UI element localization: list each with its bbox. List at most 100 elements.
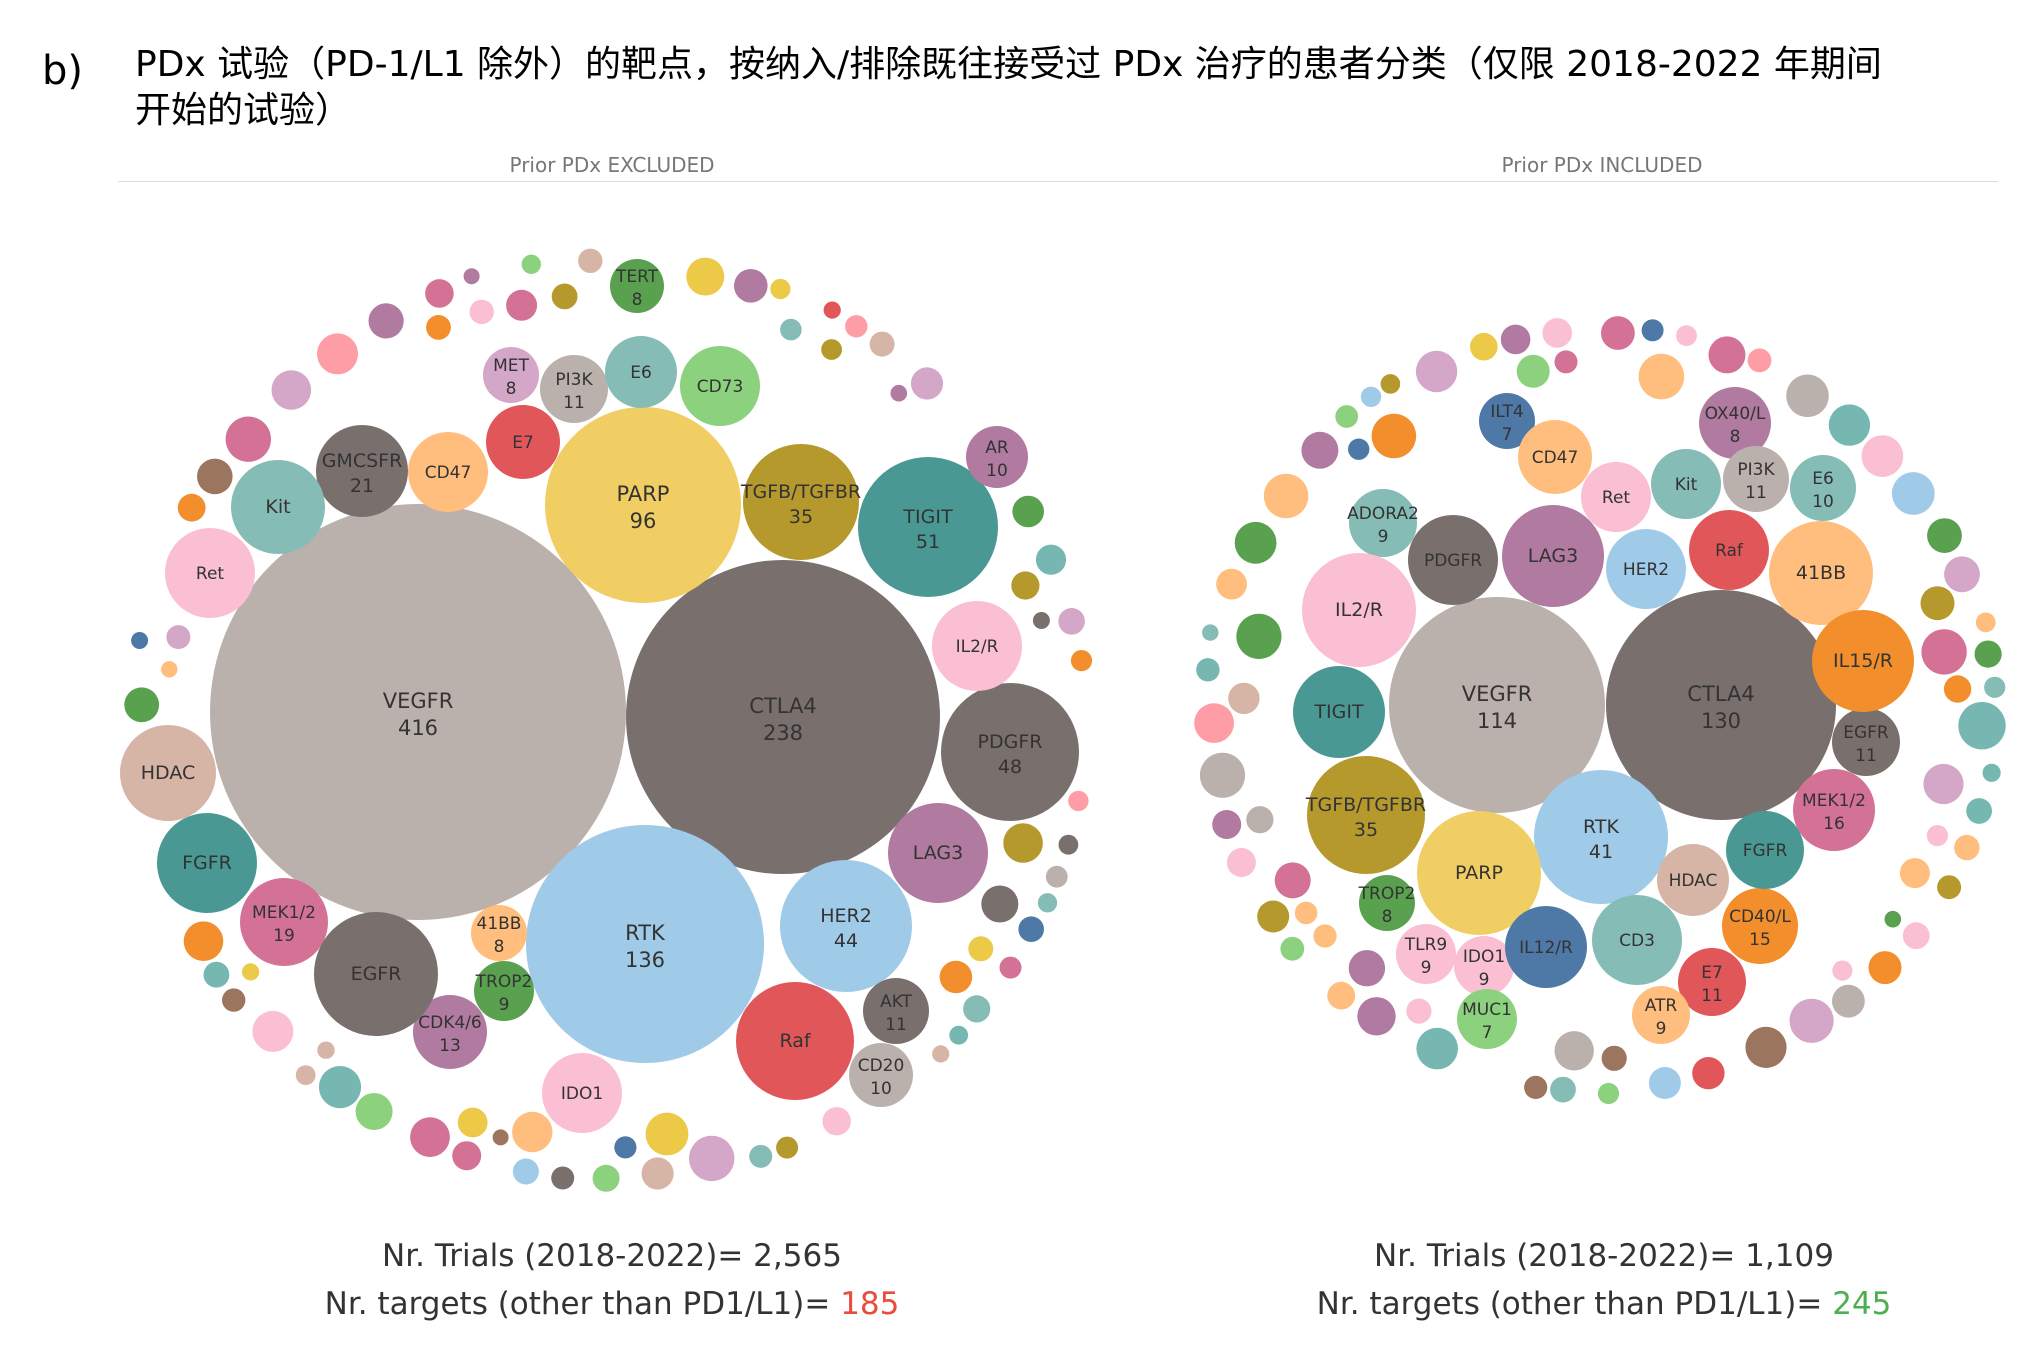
bubble-0-ar xyxy=(966,426,1028,488)
filler-bubble-0-60 xyxy=(161,661,178,678)
bubble-value-0-6: 44 xyxy=(834,930,858,952)
bubble-0-e7 xyxy=(486,405,560,479)
bubble-1-adora2 xyxy=(1349,489,1417,557)
filler-bubble-1-66 xyxy=(1348,438,1370,460)
filler-bubble-0-53 xyxy=(645,1112,689,1156)
filler-bubble-0-64 xyxy=(506,289,538,321)
targets-value-excluded: 185 xyxy=(840,1286,900,1322)
panel-title-excluded: Prior PDx EXCLUDED xyxy=(509,153,715,177)
filler-bubble-1-1 xyxy=(1982,763,2001,782)
filler-bubble-1-10 xyxy=(1692,1057,1725,1090)
bubble-label-0-17: 41BB xyxy=(477,914,522,934)
filler-bubble-0-33 xyxy=(368,303,404,339)
bubble-0-egfr xyxy=(314,912,438,1036)
filler-bubble-0-70 xyxy=(1032,612,1050,629)
filler-bubble-1-38 xyxy=(1641,319,1664,342)
filler-bubble-1-70 xyxy=(1638,353,1685,400)
filler-bubble-1-11 xyxy=(1648,1067,1681,1099)
bubble-label-0-5: PDGFR xyxy=(978,731,1043,753)
filler-bubble-1-45 xyxy=(1891,472,1935,515)
bubble-label-1-31: CD47 xyxy=(1532,448,1579,468)
filler-bubble-0-12 xyxy=(689,1135,735,1182)
filler-bubble-1-44 xyxy=(1861,435,1904,477)
bubble-label-1-10: E6 xyxy=(1812,469,1834,489)
bubble-label-0-13: AR xyxy=(985,438,1009,458)
bubble-label-1-6: OX40/L xyxy=(1705,404,1766,424)
filler-bubble-0-37 xyxy=(578,248,603,273)
bubble-1-her2 xyxy=(1606,529,1686,609)
filler-bubble-0-42 xyxy=(845,315,868,338)
bubble-label-1-9: E7 xyxy=(1701,963,1723,983)
bubble-1-ilt4 xyxy=(1479,393,1535,449)
filler-bubble-1-3 xyxy=(1954,834,1980,861)
bubble-1-cd40-l xyxy=(1722,888,1798,964)
bubble-label-1-8: PI3K xyxy=(1737,460,1775,480)
filler-bubble-1-28 xyxy=(1263,473,1309,519)
bubble-1-atr xyxy=(1632,986,1690,1044)
filler-bubble-1-56 xyxy=(1601,1045,1627,1071)
bubble-0-cd47 xyxy=(408,432,488,512)
bubble-label-0-4: TIGIT xyxy=(902,506,953,528)
filler-bubble-0-47 xyxy=(1058,608,1085,635)
bubble-label-1-30: CD3 xyxy=(1619,931,1655,951)
filler-bubble-1-65 xyxy=(1236,613,1282,660)
bubble-label-0-27: CD47 xyxy=(425,463,472,483)
filler-bubble-1-34 xyxy=(1470,332,1498,361)
bubble-0-pi3k xyxy=(540,355,608,423)
filler-bubble-1-53 xyxy=(1899,858,1930,889)
filler-bubble-1-51 xyxy=(1923,763,1964,805)
filler-bubble-1-17 xyxy=(1327,981,1356,1010)
bubble-1-ret xyxy=(1581,462,1651,532)
filler-bubble-0-48 xyxy=(1070,650,1093,672)
bubble-label-0-19: Raf xyxy=(779,1030,811,1052)
bubble-label-0-16: TERT xyxy=(615,267,659,287)
filler-bubble-1-36 xyxy=(1542,318,1572,348)
bubble-label-1-22: LAG3 xyxy=(1528,545,1579,567)
bubble-0-tigit xyxy=(858,457,998,597)
filler-bubble-0-66 xyxy=(780,318,802,341)
filler-bubble-0-67 xyxy=(821,339,842,360)
filler-bubble-0-49 xyxy=(1003,823,1043,863)
filler-bubble-0-27 xyxy=(131,632,149,649)
footer-excluded: Nr. Trials (2018-2022)= 2,565 Nr. target… xyxy=(325,1232,900,1328)
filler-bubble-1-29 xyxy=(1301,431,1339,469)
bubble-0-lag3 xyxy=(888,803,988,903)
filler-bubble-1-71 xyxy=(1920,586,1955,621)
bubble-0-met xyxy=(483,347,539,403)
filler-bubble-1-46 xyxy=(1927,518,1962,553)
filler-bubble-1-63 xyxy=(1246,806,1274,834)
filler-bubble-1-59 xyxy=(1348,950,1386,987)
bubble-1-41bb xyxy=(1769,521,1873,625)
filler-bubble-0-36 xyxy=(521,254,541,274)
bubble-value-1-15: 8 xyxy=(1382,907,1393,927)
bubble-value-0-16: 8 xyxy=(632,290,643,310)
filler-bubble-0-25 xyxy=(183,921,224,961)
bubble-0-ctla4 xyxy=(626,560,940,874)
filler-bubble-0-16 xyxy=(512,1158,539,1185)
bubble-value-1-0: 130 xyxy=(1701,709,1741,733)
bubble-1-muc1 xyxy=(1457,989,1517,1049)
bubble-label-0-1: CTLA4 xyxy=(749,694,816,718)
bubble-value-1-17: 7 xyxy=(1482,1023,1493,1043)
bubble-label-0-25: Ret xyxy=(196,564,225,584)
bubble-label-1-27: FGFR xyxy=(1743,841,1788,861)
panel-letter: b) xyxy=(42,48,83,94)
bubble-0-tgfb-tgfbr xyxy=(743,444,859,560)
filler-bubble-0-5 xyxy=(999,956,1022,979)
filler-bubble-0-28 xyxy=(177,493,206,522)
filler-bubble-1-58 xyxy=(1406,998,1432,1024)
bubble-label-0-12: AKT xyxy=(880,992,912,1012)
bubble-label-0-30: CD73 xyxy=(697,377,744,397)
filler-bubble-1-31 xyxy=(1360,386,1382,407)
filler-bubble-1-68 xyxy=(1516,354,1550,388)
bubble-0-akt xyxy=(863,978,929,1044)
filler-bubble-1-18 xyxy=(1280,936,1305,961)
bubble-label-0-21: IL2/R xyxy=(956,637,999,657)
filler-bubble-1-42 xyxy=(1786,374,1829,418)
filler-bubble-0-69 xyxy=(1011,571,1040,600)
filler-bubble-0-32 xyxy=(317,333,358,375)
filler-bubble-1-55 xyxy=(1832,960,1853,981)
filler-bubble-0-62 xyxy=(426,315,451,340)
bubble-label-0-14: CD20 xyxy=(858,1056,905,1076)
filler-bubble-1-49 xyxy=(1974,640,2002,668)
